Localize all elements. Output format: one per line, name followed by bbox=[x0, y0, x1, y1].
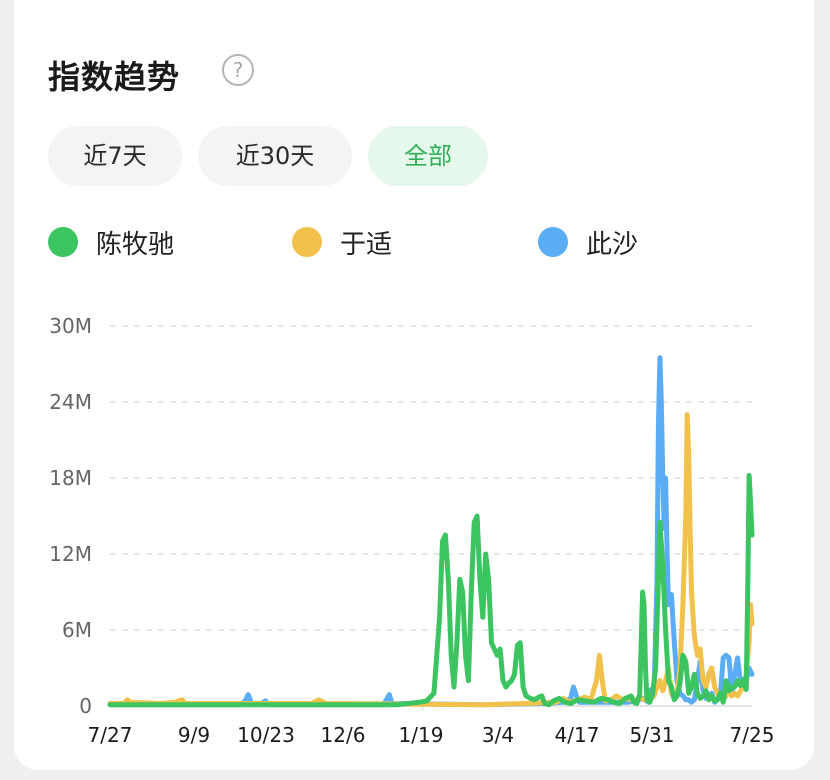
tab-last-7-days[interactable]: 近7天 bbox=[48, 126, 182, 186]
series-line-0 bbox=[107, 473, 755, 708]
x-tick-label: 12/6 bbox=[321, 723, 366, 747]
legend-item-chen-muchi[interactable]: 陈牧驰 bbox=[48, 224, 174, 260]
legend-item-yu-shi[interactable]: 于适 bbox=[292, 224, 392, 260]
legend-label: 陈牧驰 bbox=[96, 229, 175, 260]
x-tick-label: 9/9 bbox=[178, 723, 210, 747]
x-tick-label: 7/25 bbox=[730, 723, 775, 747]
legend-dot-yellow bbox=[292, 227, 322, 257]
x-tick-label: 1/19 bbox=[399, 723, 444, 747]
card-title: 指数趋势 bbox=[48, 58, 181, 96]
help-icon[interactable]: ? bbox=[222, 54, 254, 86]
x-tick-label: 10/23 bbox=[237, 723, 295, 747]
y-tick-label: 0 bbox=[79, 694, 92, 718]
legend-label: 此沙 bbox=[586, 229, 639, 260]
x-tick-label: 3/4 bbox=[482, 723, 514, 747]
y-tick-label: 18M bbox=[49, 466, 92, 490]
y-tick-label: 24M bbox=[49, 390, 92, 414]
y-tick-label: 6M bbox=[62, 618, 92, 642]
tab-last-30-days[interactable]: 近30天 bbox=[198, 126, 352, 186]
legend-item-ci-sha[interactable]: 此沙 bbox=[538, 224, 638, 260]
y-tick-label: 12M bbox=[49, 542, 92, 566]
x-tick-label: 5/31 bbox=[630, 723, 675, 747]
x-tick-label: 7/27 bbox=[88, 723, 133, 747]
y-tick-label: 30M bbox=[49, 314, 92, 338]
x-tick-label: 4/17 bbox=[555, 723, 600, 747]
legend-label: 于适 bbox=[340, 229, 393, 260]
legend-dot-green bbox=[48, 227, 78, 257]
tab-all[interactable]: 全部 bbox=[368, 126, 488, 186]
legend-dot-blue bbox=[538, 227, 568, 257]
series-line-2 bbox=[107, 355, 755, 708]
